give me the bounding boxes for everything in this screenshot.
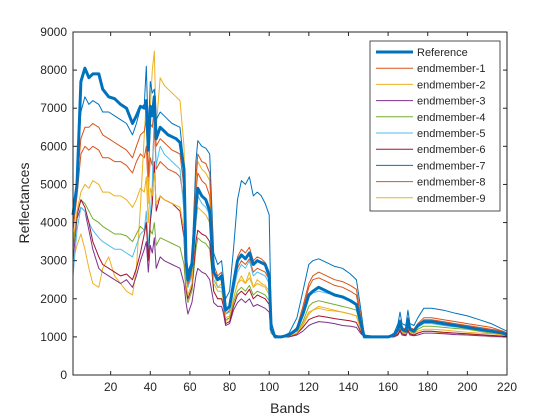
x-tick-label: 100 bbox=[259, 380, 279, 394]
legend-label: endmember-2 bbox=[417, 79, 485, 91]
y-tick-label: 2000 bbox=[40, 292, 67, 306]
y-tick-label: 6000 bbox=[40, 139, 67, 153]
series-line-endmember-3 bbox=[72, 206, 507, 338]
x-tick-label: 80 bbox=[223, 380, 237, 394]
x-tick-label: 40 bbox=[144, 380, 158, 394]
ticks-layer: 20 40 60 80 100 120 140 160 180 200 220 0 1000 2000 30… bbox=[40, 25, 517, 394]
x-tick-label: 220 bbox=[497, 380, 517, 394]
y-tick-label: 8000 bbox=[40, 63, 67, 77]
legend-label: endmember-3 bbox=[417, 96, 485, 108]
x-tick-label: 160 bbox=[378, 380, 398, 394]
x-tick-label: 20 bbox=[104, 380, 118, 394]
legend-label: endmember-8 bbox=[417, 177, 485, 189]
legend: Reference endmember-1 endmember-2 endmember… bbox=[369, 40, 501, 212]
x-tick-label: 200 bbox=[457, 380, 477, 394]
x-axis-label: Bands bbox=[270, 400, 310, 416]
legend-label: endmember-7 bbox=[417, 160, 485, 172]
y-tick-label: 9000 bbox=[40, 25, 67, 39]
legend-label: endmember-6 bbox=[417, 144, 485, 156]
y-tick-label: 4000 bbox=[40, 216, 67, 230]
legend-box bbox=[369, 40, 501, 212]
y-tick-label: 7000 bbox=[40, 101, 67, 115]
x-tick-label: 140 bbox=[338, 380, 358, 394]
series-line-endmember-6 bbox=[72, 161, 508, 338]
x-tick-label: 120 bbox=[299, 380, 319, 394]
x-tick-label: 60 bbox=[183, 380, 197, 394]
series-line-endmember-7 bbox=[72, 65, 508, 338]
legend-label: Reference bbox=[417, 47, 468, 59]
y-tick-label: 5000 bbox=[40, 177, 67, 191]
x-tick-label: 180 bbox=[418, 380, 438, 394]
y-tick-label: 1000 bbox=[40, 330, 67, 344]
legend-label: endmember-9 bbox=[417, 193, 485, 205]
legend-label: endmember-4 bbox=[417, 112, 485, 124]
legend-label: endmember-5 bbox=[417, 128, 485, 140]
series-line-reference bbox=[71, 66, 508, 339]
axes-box bbox=[72, 31, 508, 376]
y-tick-label: 3000 bbox=[40, 254, 67, 268]
series-layer bbox=[71, 50, 508, 339]
legend-label: endmember-1 bbox=[417, 63, 485, 75]
y-axis-label: Reflectances bbox=[16, 163, 32, 244]
y-tick-label: 0 bbox=[60, 368, 67, 382]
